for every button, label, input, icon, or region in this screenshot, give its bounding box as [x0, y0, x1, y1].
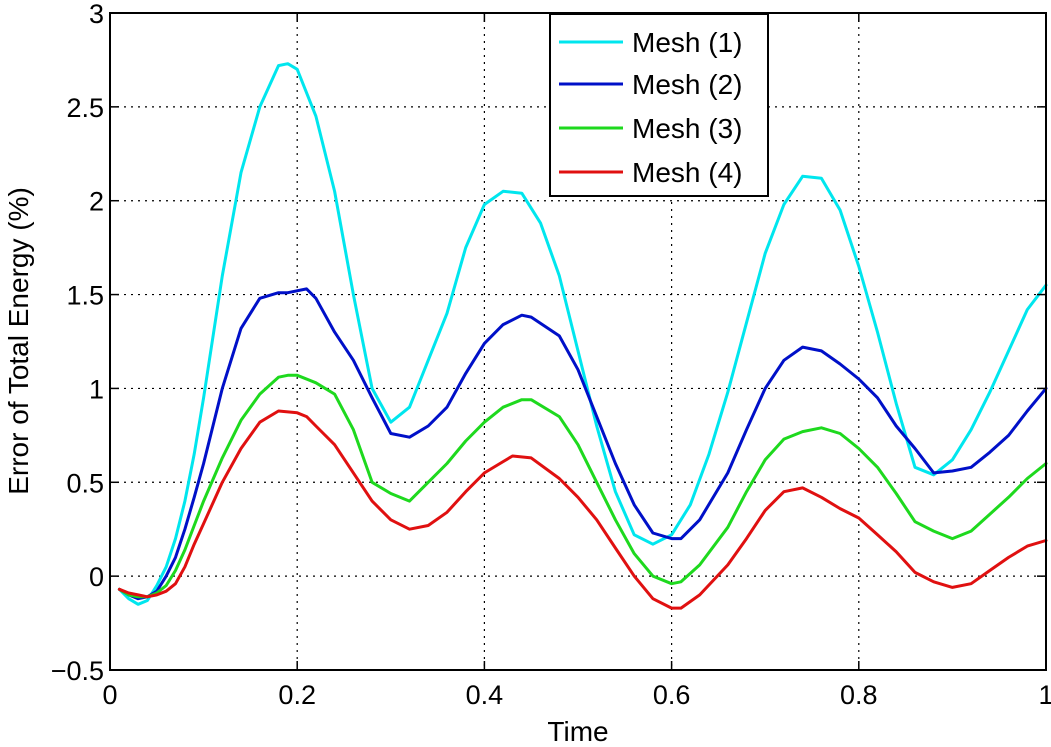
series-line-mesh-3 — [117, 373, 1048, 599]
x-tick-label: 0.6 — [653, 680, 691, 710]
legend-box — [549, 13, 769, 197]
legend-label-mesh-2: Mesh (2) — [632, 69, 742, 100]
axis-ticks — [109, 12, 1047, 671]
legend: Mesh (1) Mesh (2) Mesh (3) Mesh (4) — [549, 13, 769, 197]
y-axis-label: Error of Total Energy (%) — [3, 187, 34, 495]
x-axis-label: Time — [547, 716, 608, 747]
series-line-mesh-4 — [117, 409, 1048, 610]
tick-labels: 0 0.2 0.4 0.6 0.8 1−0.500.511.522.53 — [51, 0, 1051, 710]
legend-label-mesh-3: Mesh (3) — [632, 113, 742, 144]
x-tick-label: 0.8 — [840, 680, 878, 710]
x-tick-label: 0.2 — [278, 680, 316, 710]
series-lines — [117, 62, 1048, 610]
y-tick-label: 0.5 — [66, 468, 104, 498]
y-tick-label: 2.5 — [66, 93, 104, 123]
y-tick-label: 1.5 — [66, 281, 104, 311]
legend-label-mesh-4: Mesh (4) — [632, 157, 742, 188]
y-tick-label: 3 — [89, 0, 104, 29]
y-tick-label: 0 — [89, 562, 104, 592]
x-tick-label: 0 — [102, 680, 117, 710]
series-line-mesh-2 — [117, 287, 1048, 601]
x-tick-label: 1 — [1038, 680, 1051, 710]
y-tick-label: 1 — [89, 374, 104, 404]
y-tick-label: −0.5 — [51, 656, 104, 686]
x-tick-label: 0.4 — [466, 680, 504, 710]
legend-label-mesh-1: Mesh (1) — [632, 27, 742, 58]
y-tick-label: 2 — [89, 187, 104, 217]
series-line-mesh-1 — [117, 62, 1048, 606]
